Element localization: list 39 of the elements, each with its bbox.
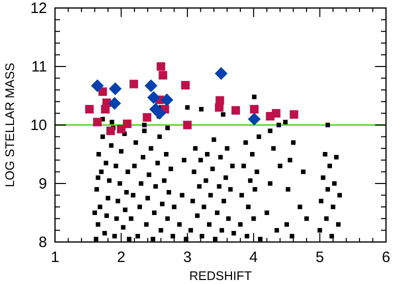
point (101, 104, 110, 114)
point (214, 67, 228, 80)
point (147, 91, 160, 104)
y-tick-label: 12 (30, 0, 47, 17)
x-tick-label: 6 (382, 249, 390, 266)
point (290, 110, 298, 119)
point (93, 118, 102, 126)
point (90, 79, 104, 92)
x-tick-label: 4 (249, 249, 258, 266)
point (130, 80, 138, 88)
point (106, 126, 115, 136)
y-tick-label: 10 (30, 117, 47, 134)
x-tick-label: 5 (316, 249, 324, 266)
point (108, 96, 121, 110)
point (85, 104, 94, 114)
y-tick-label: 8 (38, 234, 47, 251)
point (160, 93, 174, 106)
point (248, 112, 261, 126)
x-tick-label: 3 (183, 249, 192, 266)
point (108, 82, 122, 96)
x-axis-title: REDSHIFT (189, 269, 252, 283)
point (153, 106, 166, 120)
point (250, 104, 259, 114)
point (272, 109, 280, 118)
point (231, 106, 240, 115)
point (142, 113, 152, 122)
y-tick-label: 11 (31, 58, 47, 76)
point (181, 80, 190, 90)
point (156, 62, 166, 71)
point (122, 120, 132, 128)
x-tick-label: 1 (50, 249, 60, 266)
point (214, 103, 224, 112)
point (98, 87, 107, 96)
y-tick-label: 9 (38, 176, 47, 192)
point (158, 71, 168, 80)
point (144, 79, 158, 92)
point (183, 120, 192, 130)
y-axis-title: LOG STELLAR MASS (3, 62, 17, 188)
x-tick-label: 2 (117, 249, 126, 266)
